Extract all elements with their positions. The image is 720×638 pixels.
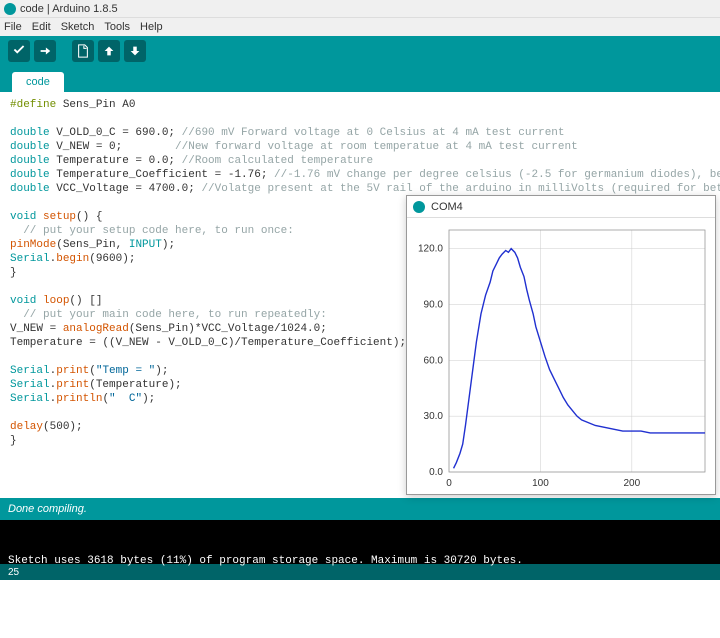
code-token: void bbox=[10, 211, 36, 223]
code-token: INPUT bbox=[129, 239, 162, 251]
new-button[interactable] bbox=[72, 40, 94, 62]
code-token: //Volatge present at the 5V rail of the … bbox=[201, 183, 720, 195]
code-token: "Temp = " bbox=[96, 365, 155, 377]
file-icon bbox=[76, 44, 90, 58]
code-token: Serial bbox=[10, 365, 50, 377]
plot-area: 0.0 30.0 60.0 90.0 120.0 0 100 200 bbox=[407, 218, 715, 494]
code-token: double bbox=[10, 169, 50, 181]
code-token: loop bbox=[43, 295, 69, 307]
save-button[interactable] bbox=[124, 40, 146, 62]
code-token: (Sens_Pin)*VCC_Voltage/1024.0; bbox=[129, 323, 327, 335]
code-token: println bbox=[56, 393, 102, 405]
arrow-down-icon bbox=[128, 44, 142, 58]
code-token: (500); bbox=[43, 421, 83, 433]
check-icon bbox=[12, 44, 26, 58]
plotter-title: COM4 bbox=[431, 201, 463, 213]
window-title: code | Arduino 1.8.5 bbox=[20, 3, 118, 15]
code-token: void bbox=[10, 295, 36, 307]
code-token: begin bbox=[56, 253, 89, 265]
code-token: Sens_Pin A0 bbox=[56, 99, 135, 111]
code-token: //-1.76 mV change per degree celsius (-2… bbox=[274, 169, 720, 181]
code-token: () [] bbox=[69, 295, 102, 307]
svg-text:0.0: 0.0 bbox=[429, 467, 443, 478]
arrow-right-icon bbox=[38, 44, 52, 58]
code-token: } bbox=[10, 435, 17, 447]
menu-sketch[interactable]: Sketch bbox=[61, 21, 95, 33]
toolbar bbox=[0, 36, 720, 66]
code-token: Serial bbox=[10, 379, 50, 391]
code-token: Temperature = 0.0; bbox=[50, 155, 182, 167]
code-token: ( bbox=[89, 365, 96, 377]
serial-plotter-window[interactable]: COM4 0.0 30.0 60.0 90.0 120.0 0 100 200 bbox=[406, 195, 716, 495]
svg-text:100: 100 bbox=[532, 478, 549, 489]
code-token: (Temperature); bbox=[89, 379, 181, 391]
arrow-up-icon bbox=[102, 44, 116, 58]
svg-text:30.0: 30.0 bbox=[424, 411, 444, 422]
menu-tools[interactable]: Tools bbox=[104, 21, 130, 33]
tabbar: code bbox=[0, 66, 720, 92]
code-token: ); bbox=[142, 393, 155, 405]
plotter-titlebar: COM4 bbox=[407, 196, 715, 218]
menu-file[interactable]: File bbox=[4, 21, 22, 33]
code-token: // put your setup code here, to run once… bbox=[10, 225, 294, 237]
code-token: analogRead bbox=[63, 323, 129, 335]
svg-text:90.0: 90.0 bbox=[424, 299, 444, 310]
code-token: delay bbox=[10, 421, 43, 433]
code-token: Serial bbox=[10, 393, 50, 405]
code-token: //Room calculated temperature bbox=[182, 155, 373, 167]
code-token: double bbox=[10, 183, 50, 195]
open-button[interactable] bbox=[98, 40, 120, 62]
svg-text:60.0: 60.0 bbox=[424, 355, 444, 366]
code-token: ); bbox=[155, 365, 168, 377]
code-token: () { bbox=[76, 211, 102, 223]
line-number: 25 bbox=[8, 567, 19, 578]
code-token: VCC_Voltage = 4700.0; bbox=[50, 183, 202, 195]
code-token: " C" bbox=[109, 393, 142, 405]
code-token: //690 mV Forward voltage at 0 Celsius at… bbox=[182, 127, 565, 139]
arduino-logo-icon bbox=[4, 3, 16, 15]
code-token: (9600); bbox=[89, 253, 135, 265]
console-output: Sketch uses 3618 bytes (11%) of program … bbox=[0, 520, 720, 564]
verify-button[interactable] bbox=[8, 40, 30, 62]
code-token: pinMode bbox=[10, 239, 56, 251]
svg-text:200: 200 bbox=[624, 478, 641, 489]
arduino-logo-icon bbox=[413, 201, 425, 213]
code-token: //New forward voltage at room temperatue… bbox=[175, 141, 578, 153]
plot-chart: 0.0 30.0 60.0 90.0 120.0 0 100 200 bbox=[407, 218, 715, 494]
code-token: V_NEW = 0; bbox=[50, 141, 175, 153]
code-token: setup bbox=[43, 211, 76, 223]
code-token: // put your main code here, to run repea… bbox=[10, 309, 327, 321]
code-token: #define bbox=[10, 99, 56, 111]
code-token: double bbox=[10, 141, 50, 153]
code-token: double bbox=[10, 127, 50, 139]
code-token: double bbox=[10, 155, 50, 167]
code-token: } bbox=[10, 267, 17, 279]
code-token: V_OLD_0_C = 690.0; bbox=[50, 127, 182, 139]
status-bar: Done compiling. bbox=[0, 498, 720, 520]
upload-button[interactable] bbox=[34, 40, 56, 62]
console-line: Global variables use 218 bytes (10%) of … bbox=[8, 596, 712, 624]
code-token: Temperature = ((V_NEW - V_OLD_0_C)/Tempe… bbox=[10, 337, 406, 349]
svg-text:0: 0 bbox=[446, 478, 452, 489]
svg-text:120.0: 120.0 bbox=[418, 244, 443, 255]
code-token: print bbox=[56, 365, 89, 377]
tab-code[interactable]: code bbox=[12, 72, 64, 92]
titlebar: code | Arduino 1.8.5 bbox=[0, 0, 720, 18]
status-text: Done compiling. bbox=[8, 503, 87, 515]
code-token: V_NEW = bbox=[10, 323, 63, 335]
code-token: print bbox=[56, 379, 89, 391]
code-token: Temperature_Coefficient = -1.76; bbox=[50, 169, 274, 181]
menu-help[interactable]: Help bbox=[140, 21, 163, 33]
code-token: ); bbox=[162, 239, 175, 251]
menubar: File Edit Sketch Tools Help bbox=[0, 18, 720, 36]
menu-edit[interactable]: Edit bbox=[32, 21, 51, 33]
code-token: (Sens_Pin, bbox=[56, 239, 129, 251]
code-token: Serial bbox=[10, 253, 50, 265]
